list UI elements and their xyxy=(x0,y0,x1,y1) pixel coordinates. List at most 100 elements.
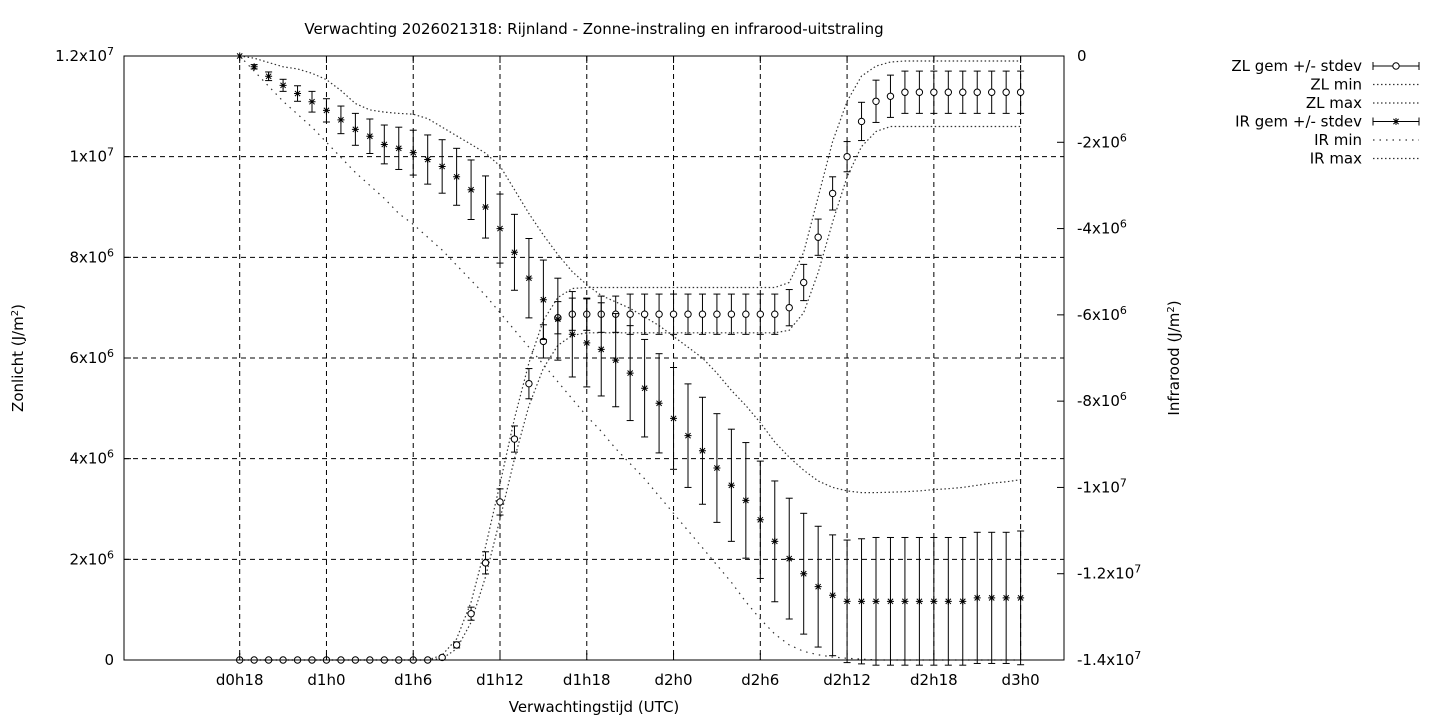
y-left-tick-label: 1x107 xyxy=(69,146,114,166)
data-point xyxy=(930,597,938,605)
data-point xyxy=(539,296,547,304)
data-point xyxy=(973,594,981,602)
data-point xyxy=(308,98,316,106)
data-point xyxy=(857,117,866,126)
x-tick-label: d1h18 xyxy=(563,671,611,689)
x-tick-label: d3h0 xyxy=(1002,671,1040,689)
data-point xyxy=(380,140,388,148)
series-layer xyxy=(235,52,1025,666)
data-point xyxy=(828,189,837,198)
data-point xyxy=(886,597,894,605)
data-point xyxy=(424,156,432,164)
data-point xyxy=(612,356,620,364)
data-point xyxy=(525,274,533,282)
y-left-tick-label: 2x106 xyxy=(69,548,114,568)
data-point xyxy=(901,88,909,96)
data-point xyxy=(698,447,706,455)
data-point xyxy=(1002,594,1010,602)
y-left-tick-label: 8x106 xyxy=(69,246,114,266)
y-right-tick-label: -2x106 xyxy=(1077,131,1127,151)
data-point xyxy=(727,481,735,489)
data-point xyxy=(756,310,765,318)
chart-title: Verwachting 2026021318: Rijnland - Zonne… xyxy=(304,20,883,38)
data-point xyxy=(265,72,273,80)
data-point xyxy=(930,88,938,96)
legend-label: IR gem +/- stdev xyxy=(1235,113,1362,131)
legend-label: IR min xyxy=(1314,131,1362,149)
data-point xyxy=(944,88,953,96)
data-point xyxy=(452,641,461,649)
data-point xyxy=(322,106,330,114)
data-point xyxy=(872,597,880,605)
data-point xyxy=(641,384,649,392)
data-point xyxy=(510,248,518,256)
data-point xyxy=(597,345,605,353)
data-point xyxy=(785,555,793,563)
data-point xyxy=(843,152,851,161)
legend-marker xyxy=(1392,118,1400,125)
data-point xyxy=(973,88,981,96)
y-right-tick-label: 0 xyxy=(1077,47,1087,65)
y-right-tick-label: -6x106 xyxy=(1077,304,1127,324)
y-axis-right-label: Infrarood (J/m2) xyxy=(1165,300,1183,415)
grid-lines xyxy=(124,56,1064,660)
data-point xyxy=(756,516,764,524)
x-tick-label: d2h0 xyxy=(654,671,692,689)
data-point xyxy=(799,278,808,287)
data-point xyxy=(294,90,302,98)
y-right-tick-label: -4x106 xyxy=(1077,218,1127,238)
data-point xyxy=(409,149,417,157)
data-point xyxy=(626,369,634,377)
data-point xyxy=(669,310,678,318)
data-point xyxy=(814,233,822,241)
data-point xyxy=(481,559,490,567)
data-point xyxy=(713,464,721,472)
data-point xyxy=(829,591,837,599)
y-right-tick-label: -1x107 xyxy=(1077,476,1127,496)
data-point xyxy=(814,583,822,591)
legend-label: IR max xyxy=(1310,150,1362,168)
data-point xyxy=(453,173,461,181)
data-point xyxy=(279,81,287,89)
data-point xyxy=(843,597,851,605)
data-point xyxy=(395,144,403,152)
data-point xyxy=(640,310,649,318)
data-point xyxy=(510,435,519,443)
y-left-label-end: ) xyxy=(9,304,27,310)
y-left-label-sup: 2 xyxy=(10,310,21,316)
data-point xyxy=(583,339,591,347)
y-axis-left-label: Zonlicht (J/m2) xyxy=(9,304,27,412)
legend-label: ZL gem +/- stdev xyxy=(1231,57,1362,75)
data-point xyxy=(525,379,533,388)
data-point xyxy=(727,310,736,318)
series-line-5 xyxy=(239,55,1021,494)
data-point xyxy=(337,116,345,124)
data-point xyxy=(554,315,562,323)
x-tick-label: d2h12 xyxy=(823,671,871,689)
data-point xyxy=(482,203,490,211)
y-right-label-base: Infrarood (J/m xyxy=(1165,313,1183,416)
data-point xyxy=(568,330,576,338)
data-point xyxy=(915,88,924,96)
y-right-tick-label: -1.4x107 xyxy=(1077,649,1141,669)
legend-label: ZL min xyxy=(1310,76,1362,94)
data-point xyxy=(771,537,779,545)
x-axis-label: Verwachtingstijd (UTC) xyxy=(509,698,680,716)
data-point xyxy=(988,594,996,602)
y-right-tick-label: -8x106 xyxy=(1077,390,1127,410)
data-point xyxy=(785,303,793,312)
data-point xyxy=(713,310,721,318)
y-left-tick-label: 0 xyxy=(104,651,114,669)
data-point xyxy=(1016,88,1025,96)
data-point xyxy=(698,310,707,318)
x-tick-label: d0h18 xyxy=(216,671,264,689)
data-point xyxy=(915,597,923,605)
data-point xyxy=(800,570,808,578)
data-point xyxy=(886,92,895,100)
data-point xyxy=(496,225,504,233)
data-point xyxy=(655,310,663,318)
y-right-label-end: ) xyxy=(1165,300,1183,306)
data-point xyxy=(438,162,446,170)
